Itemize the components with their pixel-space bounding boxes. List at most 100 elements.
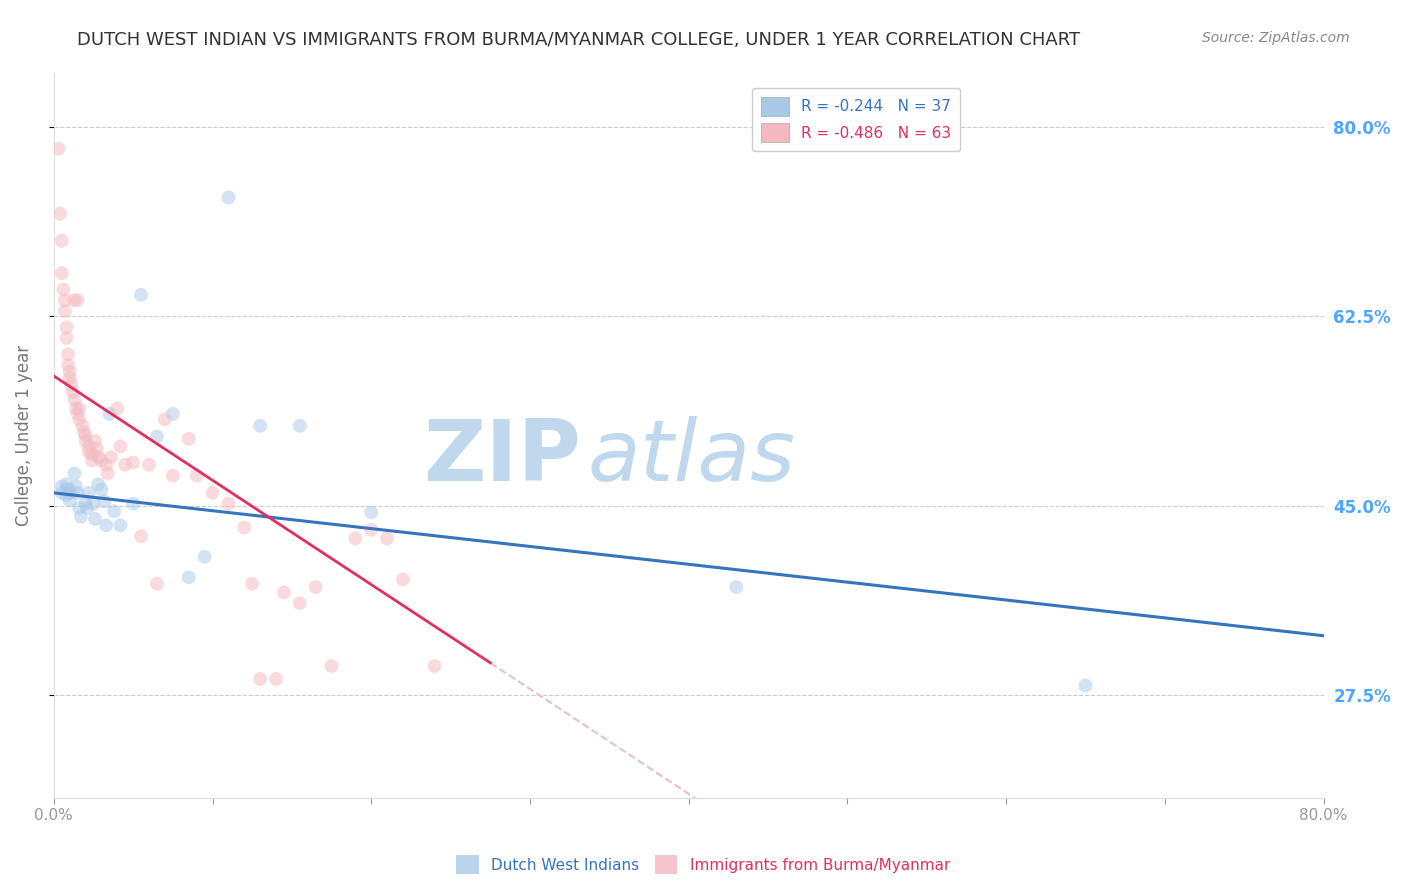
Point	[288, 418, 311, 433]
Y-axis label: College, Under 1 year: College, Under 1 year	[15, 345, 32, 526]
Point	[65, 401, 87, 416]
Point	[48, 142, 70, 156]
Point	[273, 585, 295, 599]
Text: DUTCH WEST INDIAN VS IMMIGRANTS FROM BURMA/MYANMAR COLLEGE, UNDER 1 YEAR CORRELA: DUTCH WEST INDIAN VS IMMIGRANTS FROM BUR…	[77, 31, 1080, 49]
Point	[66, 293, 89, 308]
Point	[375, 532, 398, 546]
Point	[56, 358, 79, 372]
Point	[84, 512, 107, 526]
Point	[423, 659, 446, 673]
Point	[105, 401, 128, 416]
Text: atlas: atlas	[588, 416, 796, 499]
Point	[233, 520, 256, 534]
Point	[96, 458, 118, 472]
Point	[194, 549, 217, 564]
Point	[177, 432, 200, 446]
Point	[146, 576, 169, 591]
Point	[264, 672, 287, 686]
Point	[100, 450, 122, 465]
Point	[69, 509, 91, 524]
Point	[114, 458, 136, 472]
Point	[98, 407, 121, 421]
Point	[66, 486, 89, 500]
Point	[129, 288, 152, 302]
Point	[51, 486, 73, 500]
Point	[75, 497, 97, 511]
Point	[87, 477, 110, 491]
Point	[51, 479, 73, 493]
Point	[72, 418, 94, 433]
Point	[217, 190, 239, 204]
Point	[59, 365, 82, 379]
Point	[201, 486, 224, 500]
Point	[77, 486, 100, 500]
Point	[56, 347, 79, 361]
Point	[80, 447, 103, 461]
Point	[110, 518, 132, 533]
Point	[59, 371, 82, 385]
Point	[360, 523, 382, 537]
Point	[63, 293, 86, 308]
Point	[305, 580, 328, 594]
Point	[49, 207, 72, 221]
Point	[75, 434, 97, 448]
Point	[103, 504, 125, 518]
Point	[63, 467, 86, 481]
Point	[97, 467, 120, 481]
Point	[122, 456, 145, 470]
Point	[177, 570, 200, 584]
Point	[153, 412, 176, 426]
Point	[80, 453, 103, 467]
Point	[55, 331, 77, 345]
Point	[392, 573, 415, 587]
Point	[55, 477, 77, 491]
Point	[344, 532, 367, 546]
Point	[129, 529, 152, 543]
Point	[146, 429, 169, 443]
Point	[122, 497, 145, 511]
Point	[288, 596, 311, 610]
Point	[96, 518, 118, 533]
Point	[83, 497, 105, 511]
Point	[90, 483, 112, 497]
Point	[55, 483, 77, 497]
Point	[53, 293, 76, 308]
Point	[55, 320, 77, 334]
Point	[59, 493, 82, 508]
Point	[90, 453, 112, 467]
Point	[77, 439, 100, 453]
Point	[63, 392, 86, 407]
Point	[249, 418, 271, 433]
Point	[725, 580, 748, 594]
Point	[93, 494, 115, 508]
Point	[67, 501, 90, 516]
Point	[84, 434, 107, 448]
Point	[249, 672, 271, 686]
Point	[65, 479, 87, 493]
Point	[162, 468, 184, 483]
Point	[67, 412, 90, 426]
Point	[53, 304, 76, 318]
Legend: R = -0.244   N = 37, R = -0.486   N = 63: R = -0.244 N = 37, R = -0.486 N = 63	[752, 88, 960, 151]
Point	[162, 407, 184, 421]
Point	[217, 497, 239, 511]
Point	[66, 407, 89, 421]
Point	[110, 439, 132, 453]
Point	[321, 659, 343, 673]
Point	[51, 234, 73, 248]
Point	[67, 401, 90, 416]
Point	[240, 576, 263, 591]
Point	[55, 488, 77, 502]
Point	[77, 444, 100, 458]
Point	[86, 442, 108, 456]
Point	[60, 377, 83, 392]
Point	[360, 505, 382, 519]
Point	[73, 425, 96, 440]
Point	[59, 486, 82, 500]
Point	[62, 385, 84, 400]
Text: Source: ZipAtlas.com: Source: ZipAtlas.com	[1202, 31, 1350, 45]
Point	[1074, 679, 1097, 693]
Point	[59, 483, 82, 497]
Legend: Dutch West Indians, Immigrants from Burma/Myanmar: Dutch West Indians, Immigrants from Burm…	[450, 849, 956, 880]
Point	[51, 266, 73, 280]
